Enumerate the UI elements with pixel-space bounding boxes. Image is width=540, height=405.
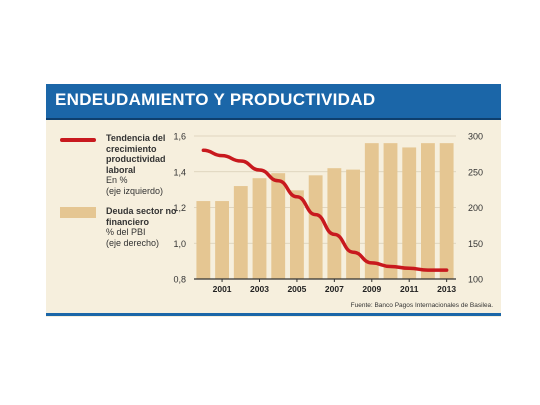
bar-2007 [327, 168, 342, 279]
x-tick-label: 2005 [287, 284, 306, 294]
left-tick-label: 0,8 [173, 275, 186, 285]
x-tick-label: 2013 [437, 284, 456, 294]
source-note: Fuente: Banco Pagos Internacionales de B… [350, 302, 493, 309]
bar-2012 [421, 143, 435, 279]
bar-2006 [308, 175, 323, 279]
right-tick-label: 300 [468, 132, 483, 142]
legend-line-swatch [60, 138, 96, 142]
bar-2011 [402, 147, 417, 279]
x-tick-label: 2003 [250, 284, 269, 294]
combo-chart: 0,8 1,0 1,2 1,4 1,6 100 150 200 250 300 2001 2003 20… [173, 132, 483, 295]
legend-line-axis-note: (eje izquierdo) [106, 185, 164, 196]
bar-2000 [196, 201, 211, 279]
bar-2008 [346, 169, 360, 279]
x-tick-label: 2011 [400, 284, 419, 294]
chart-title: ENDEUDAMIENTO Y PRODUCTIVIDAD [55, 90, 376, 109]
infographic-card: ENDEUDAMIENTO Y PRODUCTIVIDAD Tendencia … [46, 84, 501, 317]
legend-bar-swatch [60, 207, 96, 218]
bar-2005 [290, 190, 304, 279]
bar-2004 [271, 173, 286, 279]
x-tick-label: 2009 [362, 284, 381, 294]
left-tick-label: 1,6 [173, 132, 186, 142]
right-tick-label: 100 [468, 275, 483, 285]
header-banner: ENDEUDAMIENTO Y PRODUCTIVIDAD [46, 84, 501, 120]
legend-bars-axis-note: (eje derecho) [106, 237, 160, 248]
bar-2010 [383, 143, 398, 279]
left-tick-label: 1,2 [173, 203, 186, 213]
x-tick-label: 2001 [213, 284, 232, 294]
legend-item-bars: Deuda sector no financiero % del PBI (ej… [60, 206, 180, 248]
legend-line-name: Tendencia del crecimiento productividad … [106, 133, 166, 175]
legend-line-unit: En % [106, 175, 128, 185]
bar-2009 [364, 143, 379, 279]
legend-bars-name: Deuda sector no financiero [106, 206, 177, 227]
legend-item-line: Tendencia del crecimiento productividad … [60, 133, 180, 196]
legend: Tendencia del crecimiento productividad … [60, 133, 180, 248]
left-tick-label: 1,4 [173, 167, 186, 177]
bar-2013 [439, 143, 454, 279]
bottom-rule [46, 313, 501, 316]
right-tick-label: 200 [468, 203, 483, 213]
header-rule [46, 118, 501, 120]
left-tick-label: 1,0 [173, 239, 186, 249]
bar-2002 [233, 186, 248, 279]
trend-line [201, 148, 449, 272]
x-tick-label: 2007 [325, 284, 344, 294]
bar-2003 [252, 178, 267, 279]
legend-bars-unit: % del PBI [106, 227, 146, 237]
bar-2001 [215, 201, 229, 279]
right-tick-label: 150 [468, 239, 483, 249]
right-tick-label: 250 [468, 167, 483, 177]
